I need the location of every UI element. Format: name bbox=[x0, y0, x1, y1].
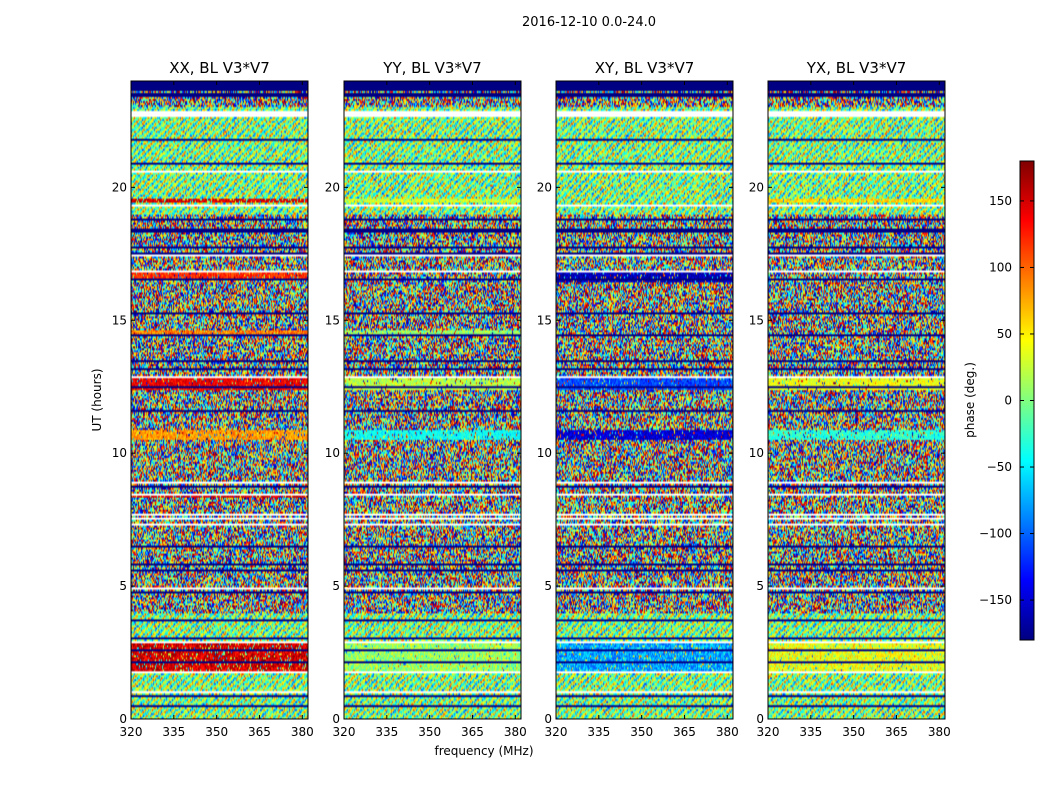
x-tick-label: 320 bbox=[757, 725, 780, 739]
y-tick-label: 10 bbox=[112, 446, 127, 460]
y-tick-label: 15 bbox=[112, 313, 127, 327]
y-tick-label: 20 bbox=[112, 180, 127, 194]
colorbar-tick-label: 50 bbox=[997, 327, 1012, 341]
x-tick-label: 350 bbox=[630, 725, 653, 739]
y-tick-label: 5 bbox=[756, 579, 764, 593]
x-tick-label: 350 bbox=[205, 725, 228, 739]
figure-suptitle: 2016-12-10 0.0-24.0 bbox=[522, 15, 656, 30]
colorbar-label: phase (deg.) bbox=[963, 362, 977, 438]
phase-waterfall-image bbox=[344, 81, 521, 719]
colorbar-tick-label: −50 bbox=[987, 460, 1012, 474]
y-tick-label: 10 bbox=[749, 446, 764, 460]
axes-frame bbox=[130, 80, 309, 720]
x-tick-label: 365 bbox=[673, 725, 696, 739]
panel-1: XX, BL V3*V7 320 335 350 365 380 0 5 10 15 20 bbox=[112, 59, 314, 739]
axes-frame bbox=[767, 80, 946, 720]
panel-title: XY, BL V3*V7 bbox=[595, 59, 695, 77]
y-tick-label: 15 bbox=[749, 313, 764, 327]
x-axis-label: frequency (MHz) bbox=[434, 744, 533, 758]
colorbar: −150 −100 −50 0 50 100 150 bbox=[979, 160, 1035, 641]
panel-3: XY, BL V3*V7 320 335 350 365 380 0 5 10 15 20 bbox=[537, 59, 739, 739]
y-tick-label: 0 bbox=[544, 712, 552, 726]
y-tick-label: 15 bbox=[537, 313, 552, 327]
x-tick-label: 350 bbox=[418, 725, 441, 739]
y-axis-label: UT (hours) bbox=[90, 368, 104, 431]
axes-frame bbox=[343, 80, 522, 720]
y-tick-label: 5 bbox=[332, 579, 340, 593]
x-tick-label: 320 bbox=[120, 725, 143, 739]
y-tick-label: 5 bbox=[544, 579, 552, 593]
x-tick-label: 380 bbox=[504, 725, 527, 739]
panel-4: YX, BL V3*V7 320 335 350 365 380 0 5 10 15 20 bbox=[749, 59, 951, 739]
colorbar-tick-label: −100 bbox=[979, 527, 1012, 541]
x-tick-label: 380 bbox=[928, 725, 951, 739]
y-tick-label: 15 bbox=[325, 313, 340, 327]
axes-frame bbox=[555, 80, 734, 720]
x-tick-label: 365 bbox=[461, 725, 484, 739]
colorbar-tick-label: −150 bbox=[979, 593, 1012, 607]
x-tick-label: 380 bbox=[291, 725, 314, 739]
x-tick-label: 350 bbox=[842, 725, 865, 739]
x-tick-label: 335 bbox=[162, 725, 185, 739]
x-tick-label: 380 bbox=[716, 725, 739, 739]
x-tick-label: 365 bbox=[248, 725, 271, 739]
colorbar-tick-label: 150 bbox=[989, 194, 1012, 208]
phase-waterfall-image bbox=[131, 81, 308, 719]
y-tick-label: 10 bbox=[537, 446, 552, 460]
panel-title: YX, BL V3*V7 bbox=[806, 59, 907, 77]
x-tick-label: 335 bbox=[587, 725, 610, 739]
phase-waterfall-image bbox=[556, 81, 733, 719]
x-tick-label: 365 bbox=[885, 725, 908, 739]
y-tick-label: 20 bbox=[325, 180, 340, 194]
panel-title: YY, BL V3*V7 bbox=[382, 59, 481, 77]
y-tick-label: 0 bbox=[756, 712, 764, 726]
x-tick-label: 335 bbox=[375, 725, 398, 739]
y-tick-label: 5 bbox=[119, 579, 127, 593]
y-tick-label: 0 bbox=[119, 712, 127, 726]
phase-waterfall-image bbox=[768, 81, 945, 719]
colorbar-tick-label: 100 bbox=[989, 260, 1012, 274]
x-tick-label: 320 bbox=[333, 725, 356, 739]
y-tick-label: 0 bbox=[332, 712, 340, 726]
x-tick-label: 335 bbox=[799, 725, 822, 739]
x-tick-label: 320 bbox=[545, 725, 568, 739]
panel-2: YY, BL V3*V7 320 335 350 365 380 0 5 10 15 20 bbox=[325, 59, 527, 739]
y-tick-label: 10 bbox=[325, 446, 340, 460]
y-tick-label: 20 bbox=[537, 180, 552, 194]
colorbar-tick-label: 0 bbox=[1004, 394, 1012, 408]
y-tick-label: 20 bbox=[749, 180, 764, 194]
panel-title: XX, BL V3*V7 bbox=[169, 59, 270, 77]
